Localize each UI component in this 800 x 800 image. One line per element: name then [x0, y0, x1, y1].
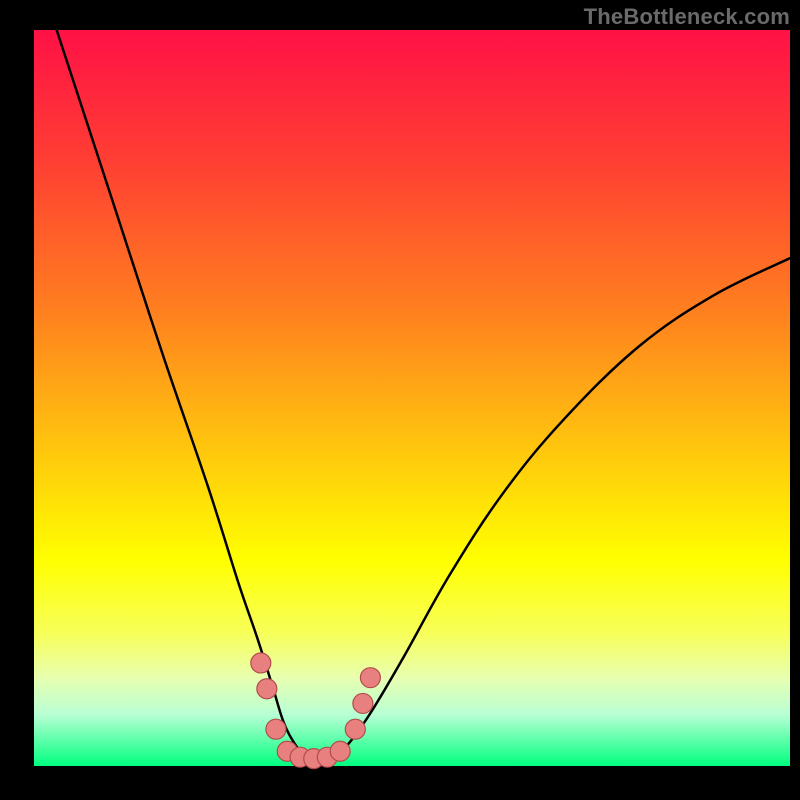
data-marker	[330, 741, 350, 761]
bottleneck-chart	[0, 0, 800, 800]
data-marker	[345, 719, 365, 739]
data-marker	[257, 679, 277, 699]
plot-background	[34, 30, 790, 766]
data-marker	[251, 653, 271, 673]
figure-container: TheBottleneck.com	[0, 0, 800, 800]
data-marker	[353, 693, 373, 713]
data-marker	[266, 719, 286, 739]
watermark-text: TheBottleneck.com	[584, 4, 790, 30]
data-marker	[360, 668, 380, 688]
